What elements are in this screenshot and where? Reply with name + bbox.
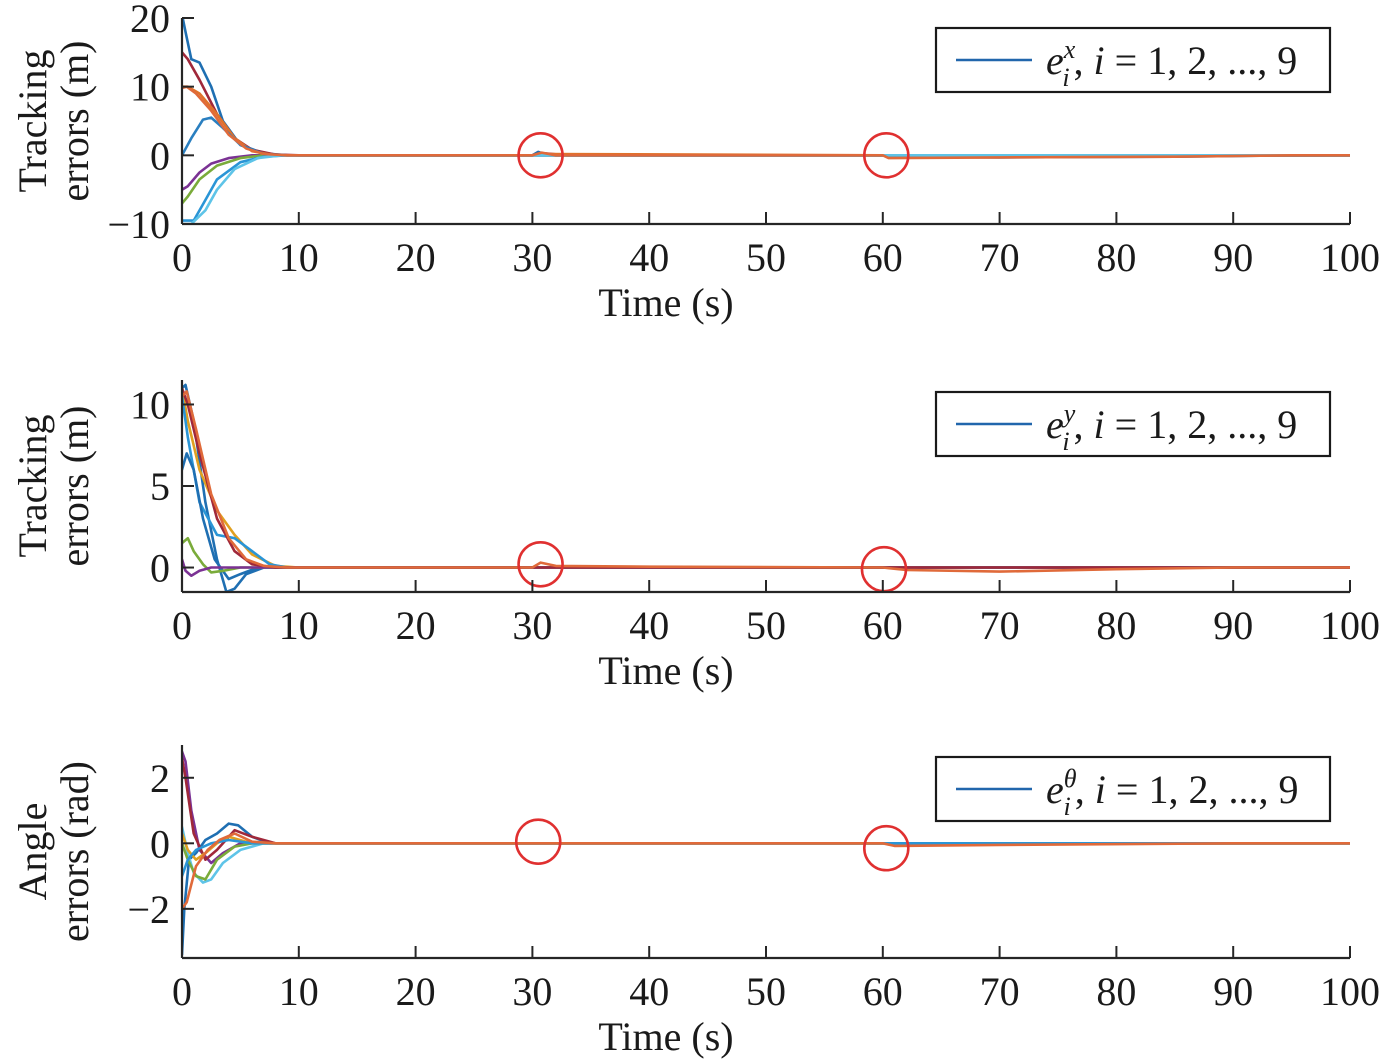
y-axis-label-line-2: errors (m): [52, 40, 97, 201]
series-line-7: [182, 154, 1350, 222]
y-axis-label-line-1: Tracking: [10, 415, 55, 558]
legend-symbol: e: [1046, 767, 1064, 812]
legend-index-range: = 1, 2, ..., 9: [1105, 38, 1298, 83]
legend-index-var: i: [1095, 767, 1106, 812]
x-tick-label: 10: [279, 603, 319, 648]
y-tick-label: 5: [150, 464, 170, 509]
x-tick-label: 70: [980, 603, 1020, 648]
y-tick-label: 0: [150, 546, 170, 591]
x-tick-label: 30: [512, 969, 552, 1014]
series-group: [182, 18, 1350, 224]
highlight-circle-2: [863, 132, 910, 179]
x-tick-label: 50: [746, 603, 786, 648]
highlight-circle-1: [517, 132, 564, 179]
y-tick-label: 0: [150, 133, 170, 178]
y-axis-label-line-2: errors (rad): [52, 761, 97, 942]
x-tick-label: 60: [863, 603, 903, 648]
series-line-3: [182, 85, 1350, 157]
legend-label: ex i, i = 1, 2, ..., 9: [1046, 35, 1297, 92]
highlight-circle-2: [863, 824, 910, 872]
x-tick-label: 10: [279, 969, 319, 1014]
series-line-9: [182, 85, 1350, 160]
legend-rest: ,: [1075, 767, 1095, 812]
y-tick-label: 10: [130, 382, 170, 427]
x-tick-label: 70: [980, 235, 1020, 280]
x-tick-label: 20: [396, 969, 436, 1014]
x-tick-label: 100: [1320, 603, 1380, 648]
x-tick-label: 80: [1096, 969, 1136, 1014]
x-tick-label: 20: [396, 603, 436, 648]
y-tick-label: 0: [150, 821, 170, 866]
x-tick-label: 0: [172, 969, 192, 1014]
x-axis-label: Time (s): [598, 1014, 733, 1059]
series-line-6: [182, 154, 1350, 205]
x-tick-label: 40: [629, 969, 669, 1014]
x-tick-label: 0: [172, 235, 192, 280]
x-axis-label: Time (s): [598, 648, 733, 693]
y-tick-label: −10: [107, 202, 170, 247]
series-line-5: [182, 154, 1350, 191]
x-tick-label: 10: [279, 235, 319, 280]
x-tick-label: 100: [1320, 235, 1380, 280]
legend-rest: ,: [1074, 402, 1094, 447]
series-group: [182, 383, 1350, 592]
legend-label: ey i, i = 1, 2, ..., 9: [1046, 399, 1297, 456]
chart-panel-2: 0 10 20 30 40 50 60 70 80 90 100 0 5 10 Time (s) Tracki…: [10, 380, 1380, 693]
x-axis-label: Time (s): [598, 280, 733, 325]
y-tick-label: 10: [130, 65, 170, 110]
x-tick-label: 20: [396, 235, 436, 280]
x-tick-label: 100: [1320, 969, 1380, 1014]
x-tick-label: 60: [863, 235, 903, 280]
x-tick-label: 30: [512, 235, 552, 280]
x-tick-label: 90: [1213, 969, 1253, 1014]
highlight-circle-1: [514, 818, 562, 865]
x-tick-label: 90: [1213, 603, 1253, 648]
x-tick-label: 70: [980, 969, 1020, 1014]
legend-symbol: e: [1046, 402, 1064, 447]
legend-superscript: y: [1061, 399, 1076, 428]
series-line-8: [182, 832, 1350, 911]
legend-superscript: θ: [1064, 764, 1077, 793]
series-line-4: [182, 825, 1350, 884]
legend-subscript: i: [1062, 427, 1069, 456]
y-tick-label: −2: [127, 887, 170, 932]
legend-index-range: = 1, 2, ..., 9: [1105, 402, 1298, 447]
y-axis-label-line-1: Tracking: [10, 50, 55, 193]
legend-subscript: i: [1064, 792, 1071, 821]
y-axis-label-line-1: Angle: [10, 803, 55, 901]
legend-index-var: i: [1094, 402, 1105, 447]
series-line-6: [182, 832, 1350, 862]
legend-label: eθ i, i = 1, 2, ..., 9: [1046, 764, 1298, 821]
y-axis-label-line-2: errors (m): [52, 405, 97, 566]
series-line-4: [182, 452, 1350, 581]
series-line-8: [182, 390, 1350, 573]
x-tick-label: 80: [1096, 603, 1136, 648]
x-tick-label: 60: [863, 969, 903, 1014]
y-tick-label: 2: [150, 756, 170, 801]
highlight-circle-1: [517, 540, 564, 588]
series-line-7: [182, 838, 1350, 878]
legend-index-range: = 1, 2, ..., 9: [1106, 767, 1299, 812]
series-line-5: [182, 841, 1350, 881]
series-line-4: [182, 116, 1350, 157]
series-line-3: [182, 756, 1350, 862]
x-tick-label: 50: [746, 969, 786, 1014]
legend-superscript: x: [1063, 35, 1076, 64]
x-tick-label: 30: [512, 603, 552, 648]
x-tick-label: 50: [746, 235, 786, 280]
series-line-6: [182, 558, 1350, 578]
x-tick-label: 90: [1213, 235, 1253, 280]
x-tick-label: 40: [629, 603, 669, 648]
y-tick-label: 20: [130, 0, 170, 41]
legend-rest: ,: [1074, 38, 1094, 83]
legend-subscript: i: [1062, 63, 1069, 92]
x-tick-label: 40: [629, 235, 669, 280]
legend-symbol: e: [1046, 38, 1064, 83]
x-tick-label: 80: [1096, 235, 1136, 280]
x-tick-label: 0: [172, 603, 192, 648]
legend-index-var: i: [1094, 38, 1105, 83]
